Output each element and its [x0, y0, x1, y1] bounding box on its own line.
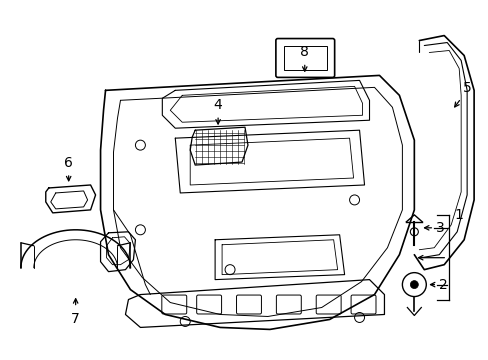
Text: 5: 5 — [462, 81, 470, 95]
Circle shape — [409, 280, 417, 289]
Bar — [283, 45, 326, 71]
FancyBboxPatch shape — [196, 295, 221, 314]
Text: 2: 2 — [438, 278, 447, 292]
Text: 4: 4 — [213, 98, 222, 112]
Text: 6: 6 — [64, 156, 73, 170]
Text: 8: 8 — [300, 45, 308, 59]
FancyBboxPatch shape — [236, 295, 261, 314]
FancyBboxPatch shape — [275, 39, 334, 77]
FancyBboxPatch shape — [276, 295, 301, 314]
FancyBboxPatch shape — [350, 295, 375, 314]
FancyBboxPatch shape — [162, 295, 186, 314]
Text: 1: 1 — [453, 208, 462, 222]
Text: 7: 7 — [71, 312, 80, 327]
Text: 3: 3 — [435, 221, 444, 235]
FancyBboxPatch shape — [316, 295, 341, 314]
